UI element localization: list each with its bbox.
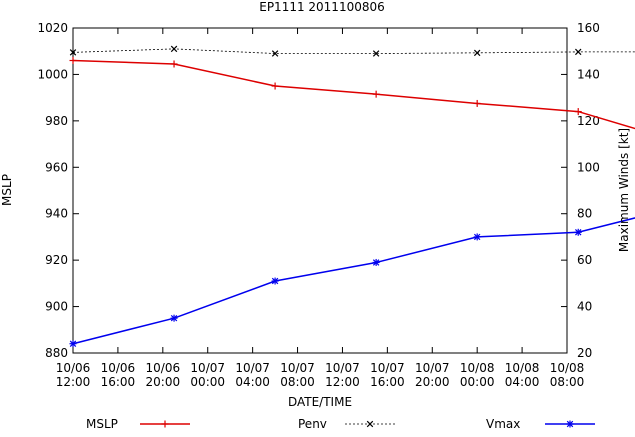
series-line-mslp	[72, 59, 635, 130]
legend-marker-mslp	[161, 420, 169, 428]
y2-tick-label: 100	[577, 160, 600, 174]
x-tick-label-date: 10/07	[280, 361, 315, 375]
data-point-penv-stroke	[575, 48, 582, 56]
x-tick-label-date: 10/07	[370, 361, 405, 375]
legend-label-penv: Penv	[298, 417, 327, 431]
y2-axis-label: Maximum Winds [kt]	[617, 128, 631, 252]
data-point-mslp	[473, 99, 481, 107]
x-tick-label-date: 10/06	[146, 361, 181, 375]
legend-marker-penv-stroke	[366, 420, 374, 428]
data-point-mslp	[372, 90, 380, 98]
data-point-penv	[575, 48, 582, 56]
data-point-vmax	[69, 340, 77, 348]
y2-tick-label: 20	[577, 346, 592, 360]
x-tick-label-date: 10/08	[550, 361, 585, 375]
series-line-vmax	[72, 217, 635, 345]
data-point-vmax-stroke	[170, 314, 178, 322]
x-tick-label-date: 10/06	[56, 361, 91, 375]
y-tick-label: 920	[45, 253, 68, 267]
data-point-penv-stroke	[170, 45, 178, 53]
data-point-penv	[170, 45, 178, 53]
y-tick-label: 900	[45, 300, 68, 314]
x-tick-label-time: 00:00	[460, 375, 495, 389]
y-tick-label: 960	[45, 160, 68, 174]
x-tick-label-date: 10/08	[505, 361, 540, 375]
x-axis: 10/0612:0010/0616:0010/0620:0010/0700:00…	[56, 28, 585, 389]
x-tick-label-date: 10/07	[325, 361, 360, 375]
x-tick-label-date: 10/07	[235, 361, 270, 375]
y-axis-label: MSLP	[0, 174, 14, 206]
data-point-penv-stroke	[473, 49, 481, 57]
data-point-penv-stroke	[372, 50, 380, 57]
x-tick-label-date: 10/07	[190, 361, 225, 375]
x-axis-label: DATE/TIME	[288, 395, 352, 409]
x-tick-label-time: 08:00	[280, 375, 315, 389]
x-tick-label-time: 20:00	[146, 375, 181, 389]
series-line-penv	[72, 48, 635, 54]
data-point-vmax	[372, 258, 380, 266]
plot-area	[69, 45, 635, 348]
y2-tick-label: 80	[577, 207, 592, 221]
data-point-penv	[372, 50, 380, 57]
legend-marker-vmax	[566, 420, 574, 428]
legend-marker-vmax-stroke	[566, 420, 574, 428]
y-tick-label: 1020	[37, 21, 68, 35]
legend-marker-penv	[366, 420, 374, 428]
y2-tick-label: 120	[577, 114, 600, 128]
data-point-vmax	[170, 314, 178, 322]
x-tick-label-time: 12:00	[325, 375, 360, 389]
data-point-vmax	[271, 277, 279, 285]
y-tick-label: 880	[45, 346, 68, 360]
y2-tick-label: 40	[577, 300, 592, 314]
data-point-penv-stroke	[271, 50, 279, 57]
legend-label-mslp: MSLP	[86, 417, 118, 431]
data-point-vmax-stroke	[372, 259, 380, 266]
legend-label-vmax: Vmax	[486, 417, 520, 431]
chart-title: EP1111 2011100806	[259, 0, 385, 14]
data-point-vmax-stroke	[271, 277, 279, 285]
x-tick-label-date: 10/06	[101, 361, 136, 375]
x-tick-label-date: 10/07	[415, 361, 450, 375]
x-tick-label-time: 16:00	[101, 375, 136, 389]
legend: MSLP Penv Vmax	[86, 417, 595, 431]
data-point-mslp	[574, 108, 582, 116]
data-point-mslp	[271, 82, 279, 90]
data-point-penv	[473, 49, 481, 57]
x-tick-label-time: 04:00	[235, 375, 270, 389]
x-tick-label-time: 04:00	[505, 375, 540, 389]
data-point-penv	[271, 50, 279, 57]
y2-tick-label: 160	[577, 21, 600, 35]
data-point-vmax-stroke	[69, 340, 77, 347]
x-tick-label-time: 16:00	[370, 375, 405, 389]
data-point-vmax-stroke	[575, 229, 582, 236]
y-tick-label: 1000	[37, 67, 68, 81]
y2-tick-label: 60	[577, 253, 592, 267]
x-tick-label-date: 10/08	[460, 361, 495, 375]
x-tick-label-time: 20:00	[415, 375, 450, 389]
y-tick-label: 980	[45, 114, 68, 128]
data-point-penv-stroke	[69, 49, 77, 56]
data-point-vmax-stroke	[473, 233, 481, 241]
data-point-vmax	[473, 233, 481, 241]
data-point-mslp	[170, 60, 178, 68]
x-tick-label-time: 08:00	[550, 375, 585, 389]
data-point-mslp	[69, 57, 77, 64]
data-point-vmax	[574, 228, 582, 236]
x-tick-label-time: 12:00	[56, 375, 91, 389]
y2-tick-label: 140	[577, 67, 600, 81]
y-axis-left: 880 900 920 940 960 980 1000 1020	[37, 21, 567, 360]
y-tick-label: 940	[45, 207, 68, 221]
plot-frame	[72, 27, 568, 354]
data-point-penv	[69, 49, 77, 56]
x-tick-label-time: 00:00	[190, 375, 225, 389]
y-axis-right: 20 40 60 80 100 120 140 160	[577, 21, 600, 360]
